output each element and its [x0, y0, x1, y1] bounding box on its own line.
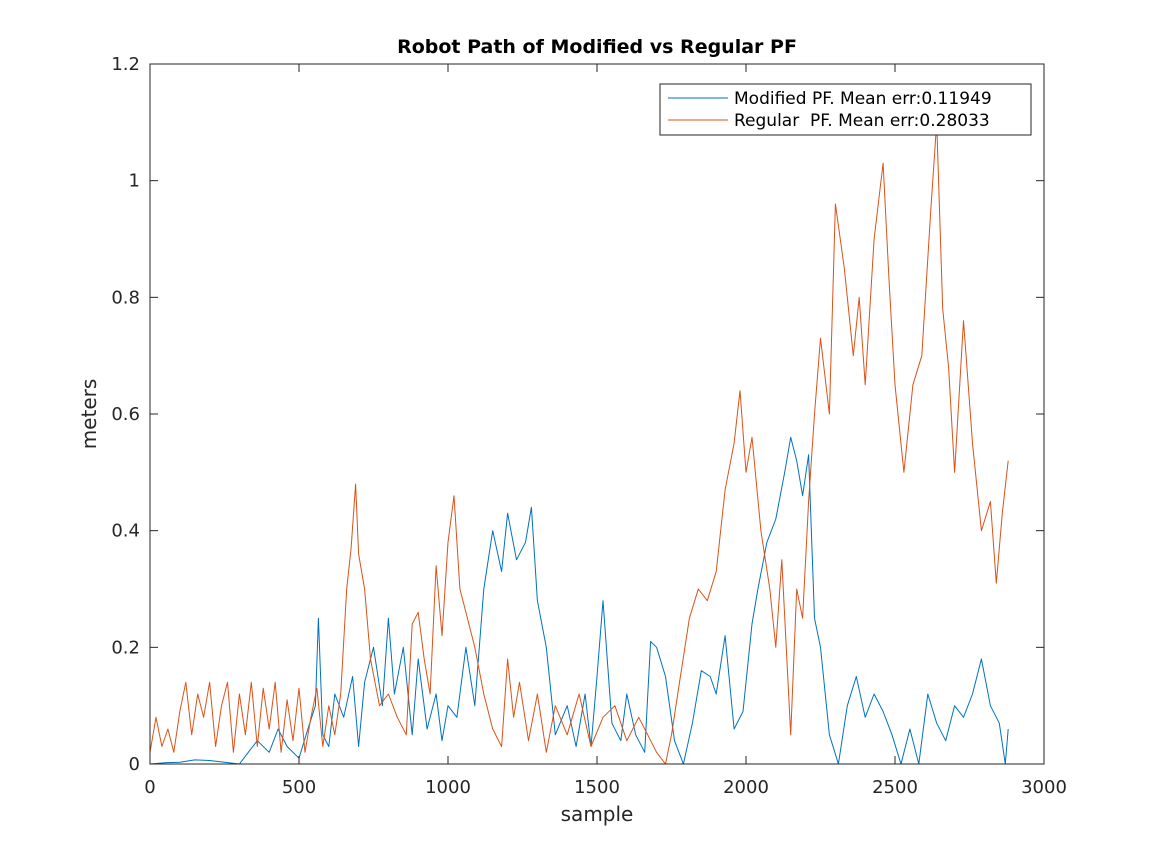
plot-area — [150, 64, 1044, 764]
x-tick-label: 2500 — [872, 777, 918, 798]
legend: Modified PF. Mean err:0.11949 Regular PF… — [659, 83, 1032, 136]
series-line-regular — [149, 121, 1009, 765]
series-layer — [149, 121, 1009, 765]
tick-layer: 0 500 1000 1500 2000 2500 3000 0 0.2 0.4 0.6 0.8 1 1.… — [111, 54, 1067, 798]
y-tick-label: 1.2 — [111, 54, 140, 75]
x-tick-label: 3000 — [1021, 777, 1067, 798]
series-line-modified — [149, 436, 1009, 765]
y-tick-label: 0.6 — [111, 404, 140, 425]
y-tick-label: 1 — [129, 171, 140, 192]
x-tick-label: 1000 — [425, 777, 471, 798]
y-tick-label: 0.4 — [111, 521, 140, 542]
x-tick-label: 0 — [144, 777, 155, 798]
legend-label-regular: Regular PF. Mean err:0.28033 — [734, 111, 990, 131]
y-axis-label: meters — [77, 379, 101, 450]
x-tick-label: 500 — [282, 777, 316, 798]
x-tick-label: 1500 — [574, 777, 620, 798]
y-tick-label: 0.2 — [111, 637, 140, 658]
legend-box — [659, 83, 1032, 136]
x-tick-label: 2000 — [723, 777, 769, 798]
x-axis-label: sample — [561, 802, 634, 826]
y-tick-label: 0.8 — [111, 287, 140, 308]
legend-label-modified: Modified PF. Mean err:0.11949 — [734, 89, 992, 109]
chart-title: Robot Path of Modified vs Regular PF — [397, 36, 797, 58]
y-tick-label: 0 — [129, 754, 140, 775]
